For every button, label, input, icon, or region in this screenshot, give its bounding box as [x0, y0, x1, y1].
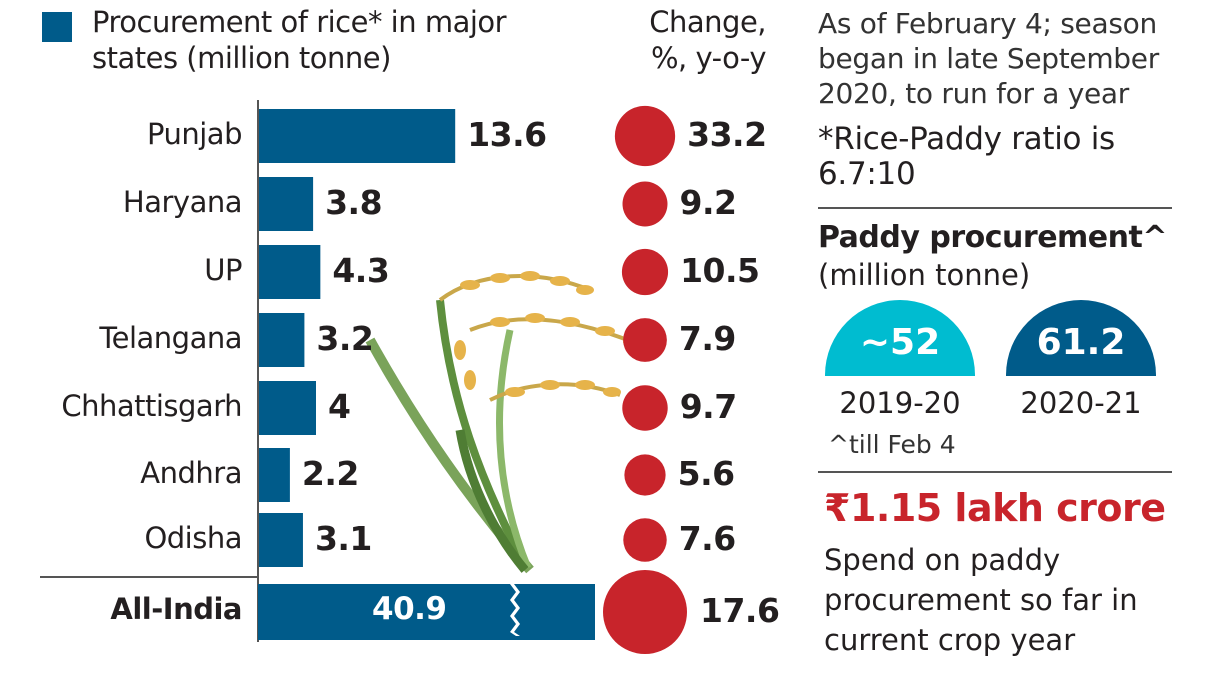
bar-value-label: 13.6 [467, 115, 547, 154]
change-value-label: 9.7 [679, 387, 737, 426]
change-header: Change, %, y-o-y [649, 5, 766, 75]
paddy-title: Paddy procurement^ [818, 220, 1167, 255]
paddy-footnote: ^till Feb 4 [828, 430, 956, 459]
divider [818, 471, 1172, 473]
bar-value-label: 3.8 [325, 183, 383, 222]
axis-break-icon [510, 584, 520, 636]
bar-andhra [258, 448, 290, 502]
total-change-label: 17.6 [700, 591, 780, 630]
chart-title: Procurement of rice* in major states (mi… [92, 5, 507, 75]
change-value-label: 9.2 [679, 183, 737, 222]
rice-stalk-illustration [365, 271, 641, 574]
ratio-note: *Rice-Paddy ratio is 6.7:10 [818, 121, 1115, 192]
paddy-semicircle-2020-21: 61.2 [1006, 300, 1156, 376]
change-circle-andhra [624, 454, 666, 496]
bar-all-india [258, 584, 595, 640]
change-circle-punjab [614, 105, 676, 167]
spend-caption: Spend on paddy procurement so far in cur… [824, 543, 1138, 657]
total-label: All-India [110, 592, 242, 626]
change-circle-all-india [603, 570, 687, 654]
change-circle-haryana [622, 181, 668, 227]
bar-value-label: 2.2 [301, 454, 359, 493]
state-label: UP [204, 253, 242, 287]
bar-chart [40, 100, 687, 654]
paddy-value: 61.2 [1036, 322, 1126, 363]
change-value-label: 10.5 [680, 251, 760, 290]
divider [818, 207, 1172, 209]
bar-value-label: 4 [328, 387, 351, 426]
spend-amount: ₹1.15 lakh crore [824, 486, 1166, 530]
total-value-label: 40.9 [372, 591, 447, 627]
season-note: As of February 4; season began in late S… [818, 7, 1159, 110]
bar-chhattisgarh [258, 381, 316, 435]
paddy-year: 2019-20 [839, 386, 961, 420]
change-circle-chhattisgarh [622, 385, 668, 431]
bar-odisha [258, 513, 303, 567]
state-label: Haryana [122, 185, 243, 219]
paddy-unit: (million tonne) [818, 258, 1031, 292]
bar-haryana [258, 177, 314, 231]
state-label: Chhattisgarh [61, 389, 242, 423]
change-circle-telangana [623, 318, 667, 362]
bar-up [258, 245, 321, 299]
paddy-value: ~52 [859, 322, 941, 363]
state-label: Andhra [140, 456, 242, 490]
legend-swatch [42, 12, 72, 42]
state-label: Punjab [147, 117, 242, 151]
state-label: Telangana [99, 321, 242, 355]
change-value-label: 7.6 [678, 519, 736, 558]
paddy-year: 2020-21 [1020, 386, 1142, 420]
change-value-label: 5.6 [677, 454, 735, 493]
paddy-semicircle-2019-20: ~52 [825, 300, 975, 376]
change-circle-odisha [623, 518, 667, 562]
change-circle-up [621, 248, 669, 296]
state-label: Odisha [144, 521, 242, 555]
change-value-label: 33.2 [687, 115, 767, 154]
bar-telangana [258, 313, 305, 367]
bar-value-label: 4.3 [332, 251, 390, 290]
bar-value-label: 3.2 [316, 319, 374, 358]
change-value-label: 7.9 [678, 319, 736, 358]
bar-punjab [258, 109, 456, 163]
bar-value-label: 3.1 [314, 519, 372, 558]
